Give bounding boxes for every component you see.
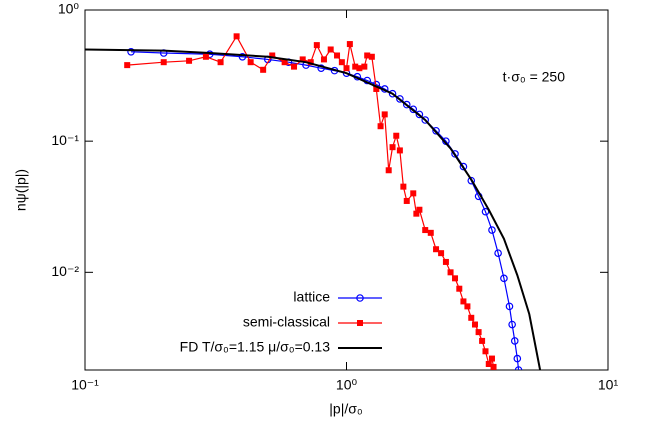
- marker: [400, 183, 407, 190]
- marker: [500, 274, 508, 283]
- marker: [160, 59, 167, 66]
- marker: [186, 57, 193, 64]
- y-tick-label: 10⁻²: [51, 263, 79, 279]
- marker: [307, 59, 314, 66]
- marker: [373, 85, 380, 92]
- marker: [415, 110, 424, 119]
- marker: [396, 95, 404, 103]
- marker: [202, 53, 209, 60]
- marker: [482, 348, 489, 355]
- marker: [488, 226, 496, 234]
- marker: [468, 314, 475, 321]
- marker: [505, 302, 514, 311]
- marker: [452, 275, 459, 282]
- annotation: t·σ₀ = 250: [503, 69, 566, 85]
- marker: [385, 167, 392, 174]
- legend-label: semi-classical: [243, 314, 330, 330]
- marker: [494, 249, 502, 257]
- marker: [217, 59, 224, 66]
- x-tick-label: 10¹: [598, 377, 619, 393]
- marker: [327, 46, 334, 53]
- marker: [334, 52, 341, 59]
- marker: [260, 66, 267, 73]
- marker: [479, 337, 486, 344]
- marker: [281, 59, 288, 66]
- marker: [513, 354, 522, 363]
- marker: [356, 65, 363, 72]
- marker: [427, 229, 434, 236]
- marker: [313, 42, 320, 49]
- marker: [432, 126, 440, 135]
- marker: [291, 63, 298, 70]
- marker: [357, 320, 363, 326]
- marker: [317, 64, 325, 72]
- y-axis-label: nψ(|p|): [13, 169, 29, 211]
- marker: [447, 269, 454, 276]
- marker: [475, 329, 482, 336]
- marker: [410, 190, 417, 197]
- marker: [338, 59, 345, 66]
- marker: [364, 52, 371, 59]
- marker: [451, 150, 459, 158]
- marker: [488, 355, 495, 362]
- marker: [433, 246, 440, 253]
- marker: [416, 206, 423, 213]
- marker: [320, 56, 327, 63]
- marker: [381, 111, 388, 118]
- marker: [356, 294, 364, 302]
- marker: [388, 89, 397, 98]
- series-line: [85, 48, 542, 370]
- marker: [403, 197, 410, 204]
- marker: [127, 48, 135, 56]
- plot-area: [85, 33, 542, 370]
- marker: [269, 52, 276, 59]
- marker: [421, 116, 430, 124]
- marker: [438, 250, 445, 257]
- marker: [343, 65, 350, 72]
- marker: [299, 56, 306, 63]
- x-tick-label: 10⁰: [336, 377, 358, 393]
- marker: [490, 363, 497, 370]
- legend-label: lattice: [293, 289, 330, 305]
- marker: [467, 176, 476, 185]
- marker: [409, 105, 418, 114]
- marker: [368, 53, 375, 60]
- marker: [238, 52, 247, 61]
- marker: [413, 210, 420, 217]
- marker: [361, 63, 368, 70]
- marker: [393, 132, 400, 139]
- legend-label: FD T/σ₀=1.15 μ/σ₀=0.13: [180, 339, 331, 355]
- marker: [402, 100, 411, 109]
- marker: [352, 63, 359, 70]
- marker: [460, 298, 467, 305]
- marker: [233, 33, 240, 40]
- y-tick-label: 10⁰: [58, 1, 80, 17]
- marker: [508, 320, 516, 329]
- marker: [389, 144, 396, 151]
- marker: [396, 147, 403, 154]
- marker: [377, 123, 384, 130]
- x-axis-label: |p|/σ₀: [329, 401, 363, 417]
- marker: [422, 227, 429, 234]
- marker: [464, 303, 471, 310]
- y-tick-label: 10⁻¹: [51, 132, 79, 148]
- marker: [471, 321, 478, 328]
- x-tick-label: 10⁻¹: [71, 377, 99, 393]
- marker: [124, 62, 131, 69]
- marker: [456, 285, 463, 292]
- marker: [459, 162, 468, 171]
- marker: [485, 360, 492, 367]
- marker: [247, 59, 254, 66]
- marker: [514, 366, 523, 370]
- marker: [510, 337, 519, 345]
- marker: [442, 258, 449, 265]
- marker: [346, 41, 353, 48]
